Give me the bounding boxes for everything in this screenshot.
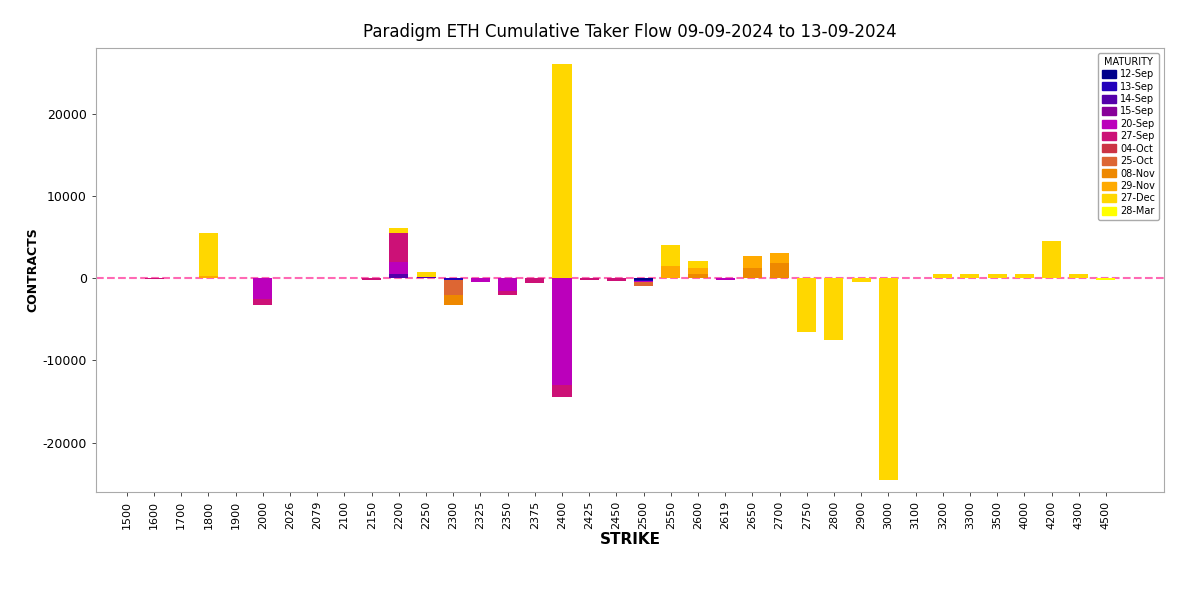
Bar [144,278,163,279]
Bar [389,228,408,233]
Title: Paradigm ETH Cumulative Taker Flow 09-09-2024 to 13-09-2024: Paradigm ETH Cumulative Taker Flow 09-09… [364,23,896,41]
Y-axis label: CONTRACTS: CONTRACTS [26,227,40,313]
Bar [199,233,218,276]
Bar [498,292,517,295]
Bar [770,253,790,263]
Bar [1097,278,1116,280]
Bar [526,278,545,283]
Bar [960,274,979,278]
Bar [1069,274,1088,278]
Bar [824,278,844,340]
Bar [1042,241,1061,278]
Bar [389,262,408,274]
Bar [988,274,1007,278]
Bar [498,278,517,292]
Bar [362,278,382,280]
Bar [689,268,708,274]
Bar [661,245,680,266]
Bar [852,278,871,283]
Bar [934,274,953,278]
Bar [634,283,653,286]
Bar [444,278,463,280]
Bar [199,276,218,278]
Bar [444,280,463,295]
Bar [770,263,790,278]
Bar [689,274,708,278]
Bar [878,278,898,479]
Legend: 12-Sep, 13-Sep, 14-Sep, 15-Sep, 20-Sep, 27-Sep, 04-Oct, 25-Oct, 08-Nov, 29-Nov, : 12-Sep, 13-Sep, 14-Sep, 15-Sep, 20-Sep, … [1098,53,1159,220]
Bar [416,277,436,278]
Bar [634,281,653,283]
Bar [797,278,816,332]
Bar [552,64,571,278]
Bar [416,272,436,277]
Bar [661,266,680,278]
Bar [743,256,762,268]
Bar [389,233,408,262]
Bar [253,299,272,305]
Bar [715,278,734,280]
Bar [253,278,272,299]
Bar [634,280,653,281]
Bar [552,385,571,397]
X-axis label: STRIKE: STRIKE [600,532,660,547]
Bar [743,268,762,278]
Bar [634,278,653,280]
Bar [580,278,599,280]
Bar [444,295,463,305]
Bar [607,278,626,281]
Bar [689,261,708,268]
Bar [470,278,490,281]
Bar [1015,274,1034,278]
Bar [552,278,571,385]
Bar [389,274,408,278]
